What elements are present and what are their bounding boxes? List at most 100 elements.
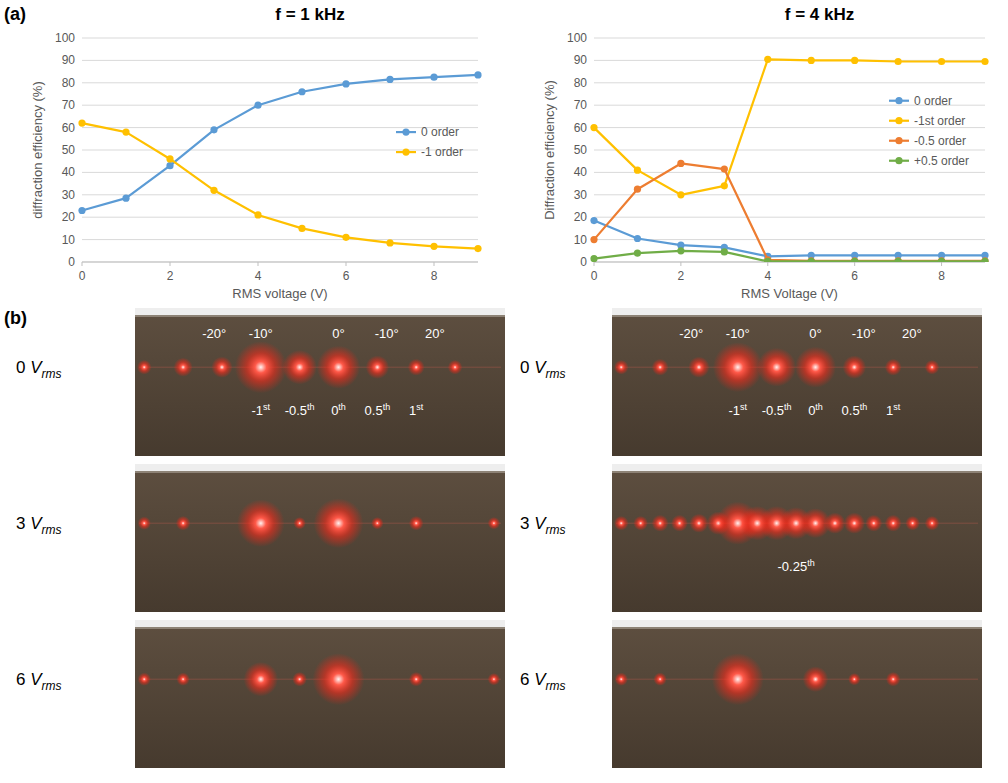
diffraction-spot (843, 356, 866, 379)
order-label: 0.5th (842, 402, 868, 418)
x-tick (258, 262, 259, 266)
diffraction-spot (138, 517, 151, 530)
order-label: -0.5th (285, 402, 315, 418)
order-label: -0.5th (762, 402, 792, 418)
voltage-number: 0 (520, 358, 534, 377)
x-tick (941, 262, 942, 266)
panel-label: (a) (4, 4, 26, 24)
legend-label: 0 order (914, 94, 952, 108)
diffraction-spot (844, 513, 865, 534)
diffraction-spot (211, 357, 232, 378)
series-line (82, 123, 478, 248)
angle-label: -10° (375, 326, 399, 341)
legend-label: +0.5 order (914, 154, 969, 168)
series-line (594, 59, 985, 195)
order-number: -0.25 (777, 559, 807, 574)
y-tick-label: 30 (62, 188, 76, 202)
x-tick (346, 262, 347, 266)
grid-line (594, 150, 985, 151)
series-line (594, 251, 985, 262)
streak (616, 679, 978, 680)
diffraction-spot (176, 673, 189, 686)
series-point (430, 243, 437, 250)
series-point (677, 160, 684, 167)
series-point (981, 257, 988, 262)
legend-marker (402, 128, 409, 135)
series-point (166, 162, 173, 169)
diffraction-spot (448, 360, 463, 375)
series-point (851, 258, 858, 262)
voltage-unit-sub: rms (42, 679, 62, 693)
y-tick-label: 10 (62, 233, 76, 247)
diffraction-spot (652, 359, 669, 376)
order-suffix: th (383, 402, 391, 412)
diffraction-spot (848, 673, 860, 685)
order-number: 1 (409, 403, 416, 418)
series-point (634, 249, 641, 256)
voltage-unit-sub: rms (546, 679, 566, 693)
series-point (342, 80, 349, 87)
voltage-label: 6 Vrms (520, 670, 566, 693)
x-tick (82, 262, 83, 266)
angle-label: 20° (425, 326, 445, 341)
diffraction-spot (409, 672, 424, 687)
x-tick-label: 6 (343, 269, 350, 283)
order-number: -1 (252, 403, 264, 418)
line-chart: 010203040506070809010002468f = 4 kHzRMS … (542, 5, 989, 301)
x-tick (854, 262, 855, 266)
voltage-label: 0 Vrms (520, 358, 566, 381)
x-tick (594, 262, 595, 266)
legend-marker (895, 157, 902, 164)
diffraction-spot (614, 516, 629, 531)
grid-line (594, 172, 985, 173)
series-point (851, 257, 858, 262)
order-label: -0.25th (777, 558, 814, 574)
order-label: 1st (886, 402, 901, 418)
angle-label: -10° (726, 326, 750, 341)
grid-line (594, 194, 985, 195)
grid-line (82, 262, 478, 263)
legend-marker (895, 117, 902, 124)
order-suffix: st (740, 402, 748, 412)
legend-marker (402, 148, 409, 155)
series-point (721, 248, 728, 255)
diffraction-spot (137, 360, 152, 375)
order-label: 1st (409, 402, 424, 418)
y-tick-label: 60 (574, 121, 588, 135)
diffraction-spot (235, 341, 287, 393)
y-tick-label: 100 (567, 31, 587, 45)
angle-label: -10° (249, 326, 273, 341)
legend-marker (895, 97, 902, 104)
x-tick-label: 0 (79, 269, 86, 283)
series-point (78, 120, 85, 127)
voltage-number: 0 (16, 358, 30, 377)
y-tick-label: 40 (574, 165, 588, 179)
angle-label: 0° (809, 326, 821, 341)
photo-background (135, 464, 505, 612)
diffraction-spot (138, 673, 151, 686)
order-number: 0.5 (365, 403, 383, 418)
ruler-edge (135, 316, 505, 317)
order-suffix: st (893, 402, 901, 412)
series-point (386, 76, 393, 83)
series-point (298, 88, 305, 95)
order-number: -1 (729, 403, 741, 418)
y-tick-label: 20 (574, 210, 588, 224)
diffraction-spot (865, 515, 882, 532)
diffraction-spot (371, 517, 383, 529)
ruler-strip (135, 308, 505, 315)
diffraction-spot (176, 516, 191, 531)
y-tick-label: 90 (62, 53, 76, 67)
series-point (721, 165, 728, 172)
y-tick-label: 40 (62, 165, 76, 179)
diffraction-spot (885, 359, 902, 376)
diffraction-spot (652, 515, 669, 532)
diffraction-spot (688, 357, 709, 378)
diffraction-spot (886, 672, 901, 687)
series-point (938, 257, 945, 262)
series-point (764, 258, 771, 262)
photo-background (135, 308, 505, 456)
grid-line (594, 82, 985, 83)
series-point (634, 235, 641, 242)
series-point (938, 58, 945, 65)
